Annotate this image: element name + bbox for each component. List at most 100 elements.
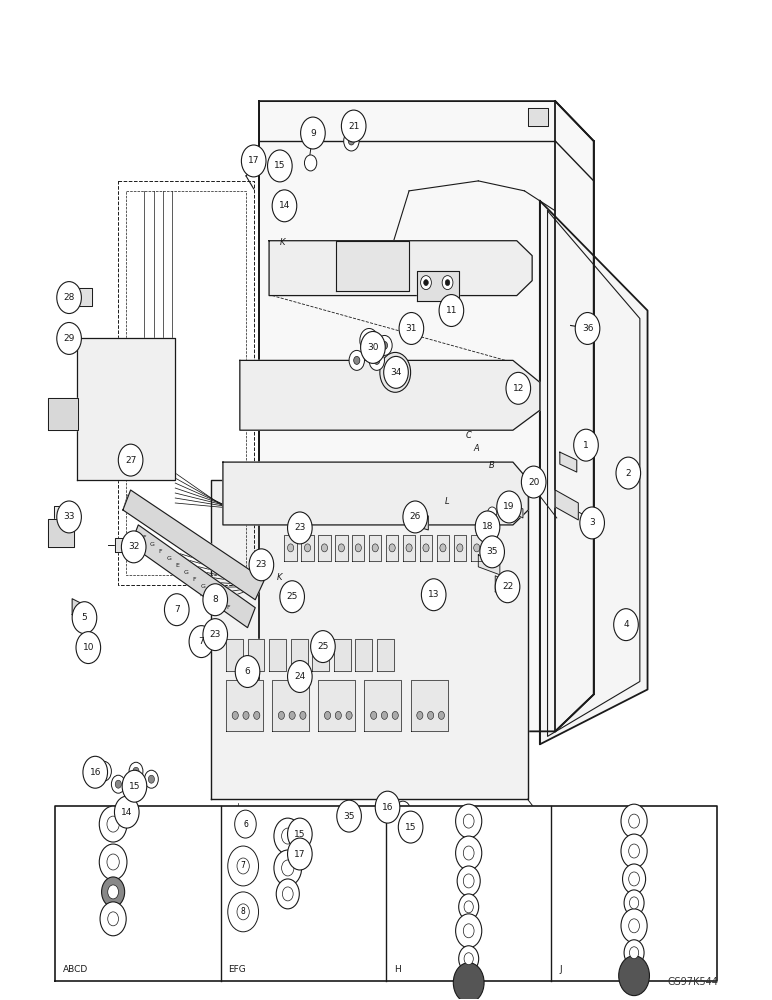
Circle shape (417, 711, 423, 719)
Circle shape (283, 887, 293, 901)
Circle shape (228, 892, 259, 932)
Polygon shape (72, 599, 90, 624)
Circle shape (621, 834, 647, 868)
Circle shape (384, 356, 408, 388)
Circle shape (455, 914, 482, 948)
Circle shape (275, 196, 290, 216)
Circle shape (287, 661, 312, 692)
Circle shape (235, 810, 256, 838)
Circle shape (114, 796, 139, 828)
Circle shape (628, 844, 639, 858)
Text: F: F (193, 577, 196, 582)
Circle shape (276, 879, 300, 909)
Circle shape (111, 775, 125, 793)
Circle shape (495, 571, 520, 603)
Text: 35: 35 (344, 812, 355, 821)
Polygon shape (226, 639, 243, 671)
Circle shape (459, 946, 479, 972)
Text: 19: 19 (503, 502, 515, 511)
Text: 36: 36 (582, 324, 594, 333)
Polygon shape (56, 806, 716, 981)
Polygon shape (555, 490, 578, 520)
Polygon shape (377, 639, 394, 671)
Circle shape (57, 501, 81, 533)
Text: 17: 17 (294, 850, 306, 859)
Polygon shape (123, 490, 265, 600)
Circle shape (349, 350, 364, 370)
Text: 13: 13 (428, 590, 439, 599)
Circle shape (122, 770, 147, 802)
Circle shape (282, 828, 294, 844)
Text: 28: 28 (63, 293, 75, 302)
Text: 9: 9 (310, 129, 316, 138)
Circle shape (614, 609, 638, 641)
Circle shape (463, 846, 474, 860)
Text: 27: 27 (125, 456, 137, 465)
Circle shape (86, 635, 97, 649)
Circle shape (381, 711, 388, 719)
Circle shape (399, 313, 424, 344)
Text: 25: 25 (317, 642, 329, 651)
Polygon shape (411, 680, 448, 731)
Circle shape (287, 544, 293, 552)
Circle shape (361, 331, 385, 363)
Text: 23: 23 (256, 560, 267, 569)
Circle shape (189, 626, 214, 658)
Text: 29: 29 (63, 334, 75, 343)
Text: 12: 12 (513, 384, 524, 393)
Circle shape (249, 549, 274, 581)
Circle shape (348, 137, 354, 145)
Circle shape (621, 804, 647, 838)
Text: F: F (226, 605, 230, 610)
Circle shape (476, 511, 499, 543)
Text: G: G (150, 542, 154, 547)
Polygon shape (403, 535, 415, 561)
Circle shape (269, 159, 284, 179)
Circle shape (389, 544, 395, 552)
Circle shape (287, 838, 312, 870)
Polygon shape (318, 680, 355, 731)
Circle shape (354, 356, 360, 364)
Circle shape (406, 544, 412, 552)
Text: 33: 33 (63, 512, 75, 521)
Text: G: G (218, 598, 222, 603)
Circle shape (506, 372, 530, 404)
Text: 15: 15 (294, 830, 306, 839)
Circle shape (422, 579, 446, 611)
Polygon shape (48, 398, 78, 430)
Text: 7: 7 (241, 861, 245, 870)
Text: 34: 34 (391, 368, 401, 377)
Circle shape (341, 110, 366, 142)
Circle shape (464, 901, 473, 913)
Circle shape (428, 711, 434, 719)
Circle shape (300, 711, 306, 719)
Polygon shape (273, 680, 309, 731)
Polygon shape (334, 639, 350, 671)
Circle shape (108, 885, 119, 899)
Circle shape (575, 313, 600, 344)
Text: 8: 8 (241, 907, 245, 916)
Circle shape (457, 866, 480, 896)
Circle shape (438, 711, 445, 719)
Circle shape (488, 507, 496, 519)
Circle shape (371, 711, 377, 719)
Circle shape (463, 924, 474, 938)
Text: 5: 5 (82, 613, 87, 622)
Text: 21: 21 (348, 122, 360, 131)
Circle shape (304, 544, 310, 552)
Text: 35: 35 (486, 547, 498, 556)
Text: 10: 10 (83, 643, 94, 652)
Circle shape (268, 150, 292, 182)
Polygon shape (240, 360, 540, 430)
Polygon shape (336, 241, 409, 291)
Text: EFG: EFG (229, 965, 246, 974)
Polygon shape (509, 502, 523, 518)
Polygon shape (420, 535, 432, 561)
Circle shape (279, 711, 284, 719)
Circle shape (624, 890, 644, 916)
Circle shape (628, 814, 639, 828)
Circle shape (324, 711, 330, 719)
Circle shape (287, 512, 312, 544)
Circle shape (445, 280, 450, 286)
Circle shape (580, 507, 604, 539)
